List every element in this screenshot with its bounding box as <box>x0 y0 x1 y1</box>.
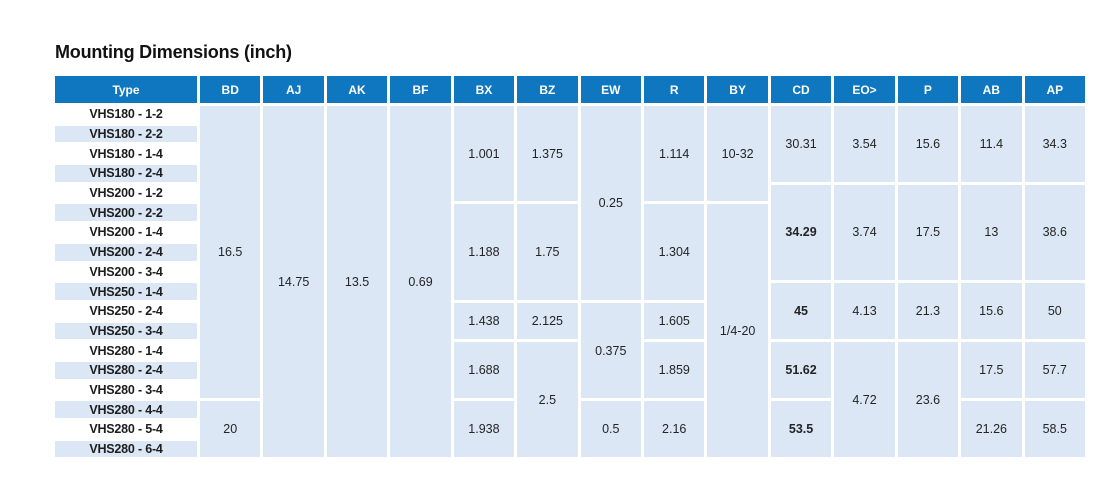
value-cell-ab-r13: 17.5 <box>961 342 1022 399</box>
value-cell-eo-r10: 4.13 <box>834 283 895 340</box>
value-cell-by-r1: 10-32 <box>707 106 768 202</box>
type-cell-vhs25024: VHS250 - 2-4 <box>55 302 197 320</box>
value-cell-bz-r6: 1.75 <box>517 204 578 300</box>
value-cell-r-r1: 1.114 <box>643 106 705 202</box>
column-header-ap: AP <box>1024 76 1085 103</box>
type-cell-vhs20012: VHS200 - 1-2 <box>55 184 197 202</box>
column-header-eo: EO> <box>834 76 895 103</box>
type-cell-vhs20034: VHS200 - 3-4 <box>55 263 197 281</box>
column-header-r: R <box>643 76 705 103</box>
type-cell-vhs20014: VHS200 - 1-4 <box>55 224 197 241</box>
value-cell-r-r16: 2.16 <box>643 401 705 458</box>
type-cell-vhs28054: VHS280 - 5-4 <box>55 421 197 438</box>
type-cell-vhs18012: VHS180 - 1-2 <box>55 106 197 123</box>
value-cell-ap-r16: 58.5 <box>1024 401 1085 458</box>
value-cell-cd-r16: 53.5 <box>770 401 832 458</box>
column-header-type: Type <box>55 76 197 103</box>
value-cell-bf-r1: 0.69 <box>390 106 451 458</box>
value-cell-eo-r5: 3.74 <box>834 184 895 281</box>
value-cell-ak-r1: 13.5 <box>326 106 388 458</box>
column-header-bd: BD <box>200 76 261 103</box>
column-header-ak: AK <box>326 76 388 103</box>
value-cell-p-r13: 23.6 <box>897 342 959 458</box>
value-cell-ab-r16: 21.26 <box>961 401 1022 458</box>
value-cell-bd-r16: 20 <box>200 401 261 458</box>
type-cell-vhs28014: VHS280 - 1-4 <box>55 342 197 359</box>
value-cell-eo-r13: 4.72 <box>834 342 895 458</box>
type-cell-vhs28044: VHS280 - 4-4 <box>55 401 197 418</box>
type-cell-vhs18024: VHS180 - 2-4 <box>55 165 197 182</box>
value-cell-ap-r13: 57.7 <box>1024 342 1085 399</box>
page-title: Mounting Dimensions (inch) <box>55 42 292 62</box>
value-cell-bx-r13: 1.688 <box>453 342 515 399</box>
value-cell-bx-r1: 1.001 <box>453 106 515 202</box>
column-header-bx: BX <box>453 76 515 103</box>
value-cell-p-r1: 15.6 <box>897 106 959 182</box>
type-cell-vhs18022: VHS180 - 2-2 <box>55 125 197 143</box>
value-cell-bd-r1: 16.5 <box>200 106 261 399</box>
column-header-bf: BF <box>390 76 451 103</box>
value-cell-eo-r1: 3.54 <box>834 106 895 182</box>
value-cell-ab-r1: 11.4 <box>961 106 1022 182</box>
value-cell-bz-r1: 1.375 <box>517 106 578 202</box>
type-cell-vhs28034: VHS280 - 3-4 <box>55 381 197 399</box>
value-cell-ew-r16: 0.5 <box>580 401 641 458</box>
type-cell-vhs20024: VHS200 - 2-4 <box>55 243 197 261</box>
type-cell-vhs28064: VHS280 - 6-4 <box>55 440 197 458</box>
value-cell-cd-r1: 30.31 <box>770 106 832 182</box>
column-header-bz: BZ <box>517 76 578 103</box>
value-cell-bx-r6: 1.188 <box>453 204 515 300</box>
type-cell-vhs18014: VHS180 - 1-4 <box>55 145 197 163</box>
value-cell-ap-r5: 38.6 <box>1024 184 1085 281</box>
value-cell-r-r11: 1.605 <box>643 302 705 340</box>
value-cell-bz-r13: 2.5 <box>517 342 578 458</box>
column-header-ab: AB <box>961 76 1022 103</box>
value-cell-bx-r16: 1.938 <box>453 401 515 458</box>
value-cell-bz-r11: 2.125 <box>517 302 578 340</box>
type-cell-vhs20022: VHS200 - 2-2 <box>55 204 197 222</box>
column-header-cd: CD <box>770 76 832 103</box>
column-header-aj: AJ <box>263 76 324 103</box>
column-header-ew: EW <box>580 76 641 103</box>
type-cell-vhs28024: VHS280 - 2-4 <box>55 361 197 379</box>
value-cell-bx-r11: 1.438 <box>453 302 515 340</box>
value-cell-cd-r10: 45 <box>770 283 832 340</box>
value-cell-by-r6: 1/4-20 <box>707 204 768 458</box>
value-cell-ap-r1: 34.3 <box>1024 106 1085 182</box>
column-header-by: BY <box>707 76 768 103</box>
value-cell-r-r13: 1.859 <box>643 342 705 399</box>
value-cell-ap-r10: 50 <box>1024 283 1085 340</box>
value-cell-aj-r1: 14.75 <box>263 106 324 458</box>
value-cell-ew-r11: 0.375 <box>580 302 641 399</box>
value-cell-r-r6: 1.304 <box>643 204 705 300</box>
value-cell-ab-r5: 13 <box>961 184 1022 281</box>
type-cell-vhs25034: VHS250 - 3-4 <box>55 322 197 340</box>
type-cell-vhs25014: VHS250 - 1-4 <box>55 283 197 300</box>
value-cell-ew-r1: 0.25 <box>580 106 641 300</box>
value-cell-p-r5: 17.5 <box>897 184 959 281</box>
value-cell-ab-r10: 15.6 <box>961 283 1022 340</box>
column-header-p: P <box>897 76 959 103</box>
value-cell-cd-r13: 51.62 <box>770 342 832 399</box>
value-cell-p-r10: 21.3 <box>897 283 959 340</box>
mounting-dimensions-table: Type BD AJ AK BF BX BZ EW R BY CD EO> P AB AP VHS180 - … <box>55 76 1085 458</box>
value-cell-cd-r5: 34.29 <box>770 184 832 281</box>
